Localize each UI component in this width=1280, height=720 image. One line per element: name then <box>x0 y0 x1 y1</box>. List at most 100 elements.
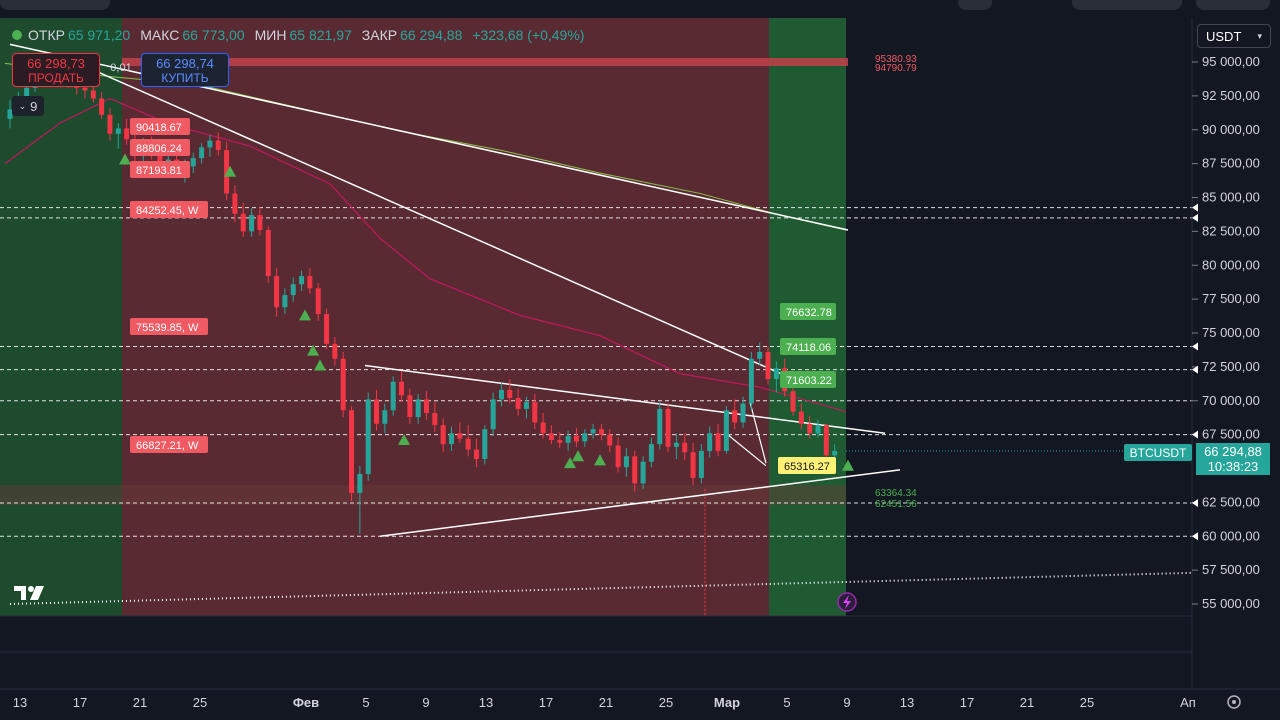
top-level-label: 94790.79 <box>875 63 917 74</box>
bar-countdown: 10:38:23 <box>1207 459 1259 474</box>
candle-body <box>232 193 238 214</box>
candle-body <box>482 429 488 460</box>
candle-body <box>332 343 338 359</box>
candle-body <box>432 412 438 426</box>
top-level-label: 95380.93 <box>875 54 917 65</box>
candle-body <box>732 410 738 423</box>
level-label: 71603.22 <box>786 375 832 387</box>
moving-average-line <box>4 97 847 413</box>
candle-body <box>690 452 696 478</box>
candle-body <box>490 399 496 430</box>
price-tick-label: 95 000,00 <box>1202 54 1260 69</box>
candle-body <box>249 215 255 232</box>
last-price: 66 294,88 <box>1204 444 1262 459</box>
time-tick-label: 21 <box>1020 695 1034 710</box>
signal-triangle <box>572 450 584 462</box>
chevron-down-icon: ⌄ <box>18 100 27 111</box>
open-label: ОТКР <box>28 27 65 43</box>
time-tick-label: 13 <box>900 695 914 710</box>
candle-body <box>807 423 813 434</box>
signal-triangle <box>119 153 131 165</box>
level-label: 84252.45, W <box>136 205 199 217</box>
price-tick-label: 70 000,00 <box>1202 393 1260 408</box>
candle-body <box>190 158 196 167</box>
level-label-bg <box>780 338 836 355</box>
time-tick-label: 17 <box>539 695 553 710</box>
price-tick-label: 62 500,00 <box>1202 494 1260 509</box>
candle-body <box>115 128 121 134</box>
price-tick-label: 92 500,00 <box>1202 88 1260 103</box>
candle-body <box>640 461 646 484</box>
candle-body <box>240 213 246 232</box>
candle-body <box>765 351 771 380</box>
time-tick-label: Фев <box>293 695 319 710</box>
red-zone <box>122 18 769 616</box>
candle-body <box>215 140 221 151</box>
time-tick-label: 21 <box>133 695 147 710</box>
candle-body <box>157 152 163 165</box>
candle-body <box>349 410 355 493</box>
candle-body <box>557 440 563 443</box>
axis-level-marker <box>1192 532 1198 541</box>
lower-pane <box>0 616 1192 690</box>
candle-body <box>357 473 363 493</box>
high-value: 66 773,00 <box>182 27 245 43</box>
flash-icon[interactable] <box>837 592 857 612</box>
close-value: 66 294,88 <box>400 27 463 43</box>
candle-body <box>798 411 804 424</box>
price-tick-label: 80 000,00 <box>1202 257 1260 272</box>
candle-body <box>265 230 271 277</box>
candle-body <box>815 425 821 434</box>
candle-body <box>615 445 621 468</box>
price-tick-label: 60 000,00 <box>1202 528 1260 543</box>
candle-body <box>407 395 413 418</box>
level-label-bg <box>130 201 208 218</box>
axis-level-marker <box>1192 499 1198 508</box>
candle-body <box>590 429 596 434</box>
buy-price: 66 298,74 <box>156 56 214 71</box>
candle-body <box>315 288 321 315</box>
time-tick-label: 17 <box>73 695 87 710</box>
gear-icon[interactable] <box>1227 695 1241 709</box>
indicators-collapse-button[interactable]: ⌄ 9 <box>12 96 44 116</box>
top-toolbar-strip <box>0 0 110 10</box>
level-label: 90418.67 <box>136 122 182 134</box>
candle-body <box>307 276 313 289</box>
candle-body <box>507 389 513 399</box>
signal-triangle <box>564 457 576 469</box>
sell-button[interactable]: 66 298,73 ПРОДАТЬ <box>12 53 100 87</box>
signal-triangle <box>842 459 854 471</box>
status-dot <box>12 30 22 40</box>
candle-body <box>224 150 230 194</box>
time-tick-label: Ап <box>1180 695 1196 710</box>
time-tick-label: 21 <box>599 695 613 710</box>
candle-body <box>723 410 729 451</box>
signal-triangle <box>224 165 236 177</box>
candle-body <box>82 87 88 91</box>
close-label: ЗАКР <box>361 27 398 43</box>
candle-body <box>682 442 688 453</box>
candle-body <box>24 87 30 98</box>
level-label: 88806.24 <box>136 143 182 155</box>
candle-body <box>565 435 571 443</box>
symbol-label: BTCUSDT <box>1124 444 1192 461</box>
level-label: 87193.81 <box>136 165 182 177</box>
sell-price: 66 298,73 <box>27 56 85 71</box>
price-tick-label: 55 000,00 <box>1202 596 1260 611</box>
candle-body <box>790 391 796 412</box>
candle-body <box>515 398 521 409</box>
buy-button[interactable]: 66 298,74 КУПИТЬ <box>141 53 229 87</box>
candle-body <box>299 276 305 285</box>
price-tick-label: 57 500,00 <box>1202 562 1260 577</box>
indicator-count: 9 <box>30 98 38 114</box>
open-value: 65 971,20 <box>67 27 131 43</box>
bottom-level-label: 63364.34 <box>875 488 917 499</box>
level-label-bg <box>130 118 190 135</box>
candle-body <box>99 98 105 115</box>
candle-body <box>424 399 429 413</box>
trend-line <box>379 469 901 537</box>
candle-body <box>382 410 388 424</box>
currency-select[interactable]: USDT ▾ <box>1197 24 1271 48</box>
